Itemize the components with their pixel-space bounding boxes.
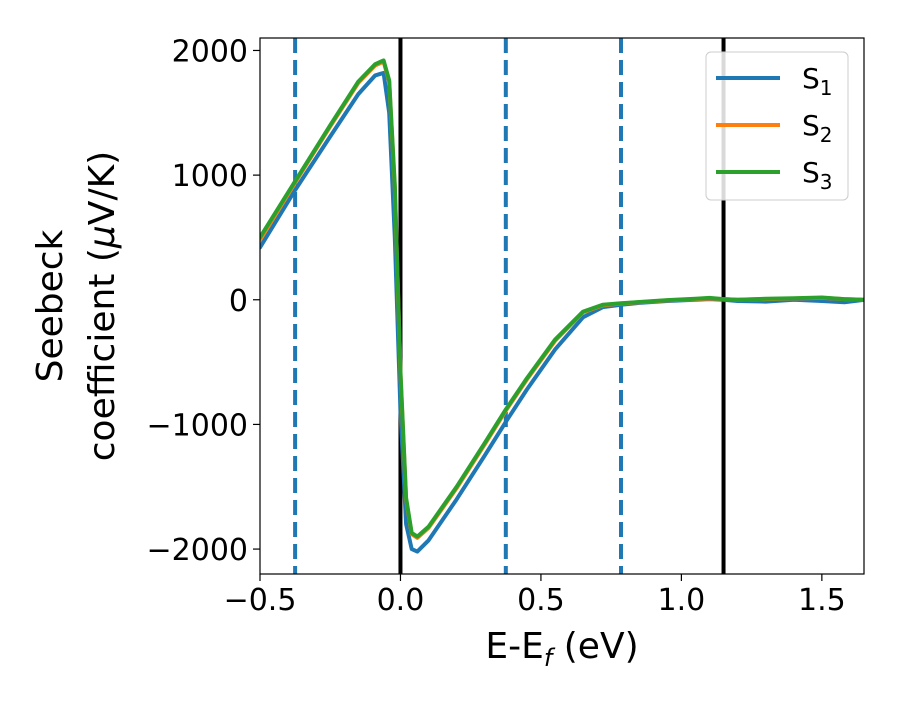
y-tick-label: 2000 [172,34,248,69]
vertical-lines [293,38,726,574]
y-tick-label: 1000 [172,159,248,194]
y-axis-label-line2: coefficient (μV/K) [82,151,123,461]
y-tick-label: 0 [229,284,248,319]
x-tick-label: 0.0 [377,583,425,618]
legend: S1 S2 S3 [705,51,849,201]
legend-label-S2: S2 [802,109,833,147]
y-tick-label: −2000 [147,533,248,568]
y-tick-label: −1000 [147,408,248,443]
x-tick-label: −0.5 [224,583,297,618]
legend-items: S1 S2 S3 [716,62,833,194]
y-axis-label-line1: Seebeck [30,229,71,382]
series-lines [260,58,864,554]
plot-frame [259,37,865,575]
legend-label-S3: S3 [802,156,833,194]
x-tick-label: 0.5 [517,583,565,618]
x-tick-label: 1.0 [658,583,706,618]
x-axis-ticks: −0.5 0.0 0.5 1.0 1.5 [224,574,846,618]
legend-label-S1: S1 [802,62,833,100]
x-tick-label: 1.5 [798,583,846,618]
y-axis-ticks: 2000 1000 0 −1000 −2000 [147,34,260,568]
series-line-S3 [260,58,864,539]
x-axis-label: E-Ef (eV) [485,626,638,672]
